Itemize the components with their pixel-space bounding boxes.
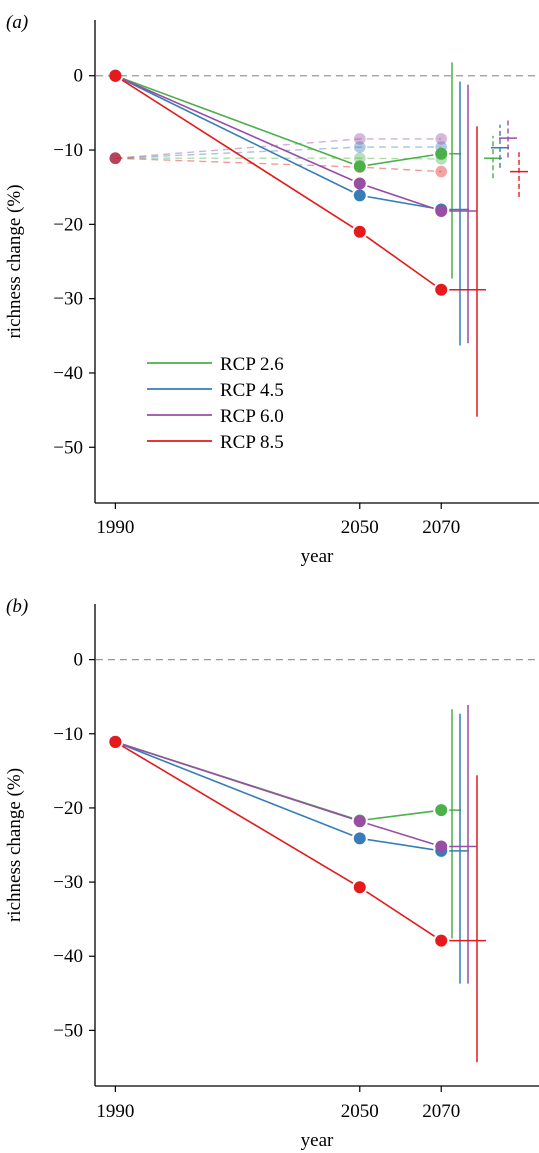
series-point: [435, 147, 448, 160]
series-faded-line: [115, 146, 442, 159]
panel-label: (b): [6, 596, 28, 617]
y-tick-label: 0: [74, 66, 84, 87]
series-line-segment: [121, 745, 354, 884]
series-point: [435, 804, 448, 817]
series-line-segment: [122, 743, 353, 820]
y-tick-label: −10: [53, 140, 83, 161]
series-faded-point: [435, 133, 448, 145]
series-faded-point: [353, 133, 366, 145]
series-point: [353, 881, 366, 894]
y-tick-label: −50: [53, 437, 83, 458]
series-point: [353, 832, 366, 845]
series-point: [109, 735, 122, 748]
legend-label: RCP 6.0: [220, 406, 284, 427]
series-point: [353, 225, 366, 238]
series-line-segment: [367, 195, 434, 209]
series-faded-point: [353, 152, 366, 165]
x-tick-label: 1990: [96, 1101, 134, 1122]
y-tick-label: −40: [53, 946, 83, 967]
y-tick-label: −20: [53, 798, 83, 819]
series-point: [353, 177, 366, 190]
series-line-segment: [367, 810, 434, 821]
y-tick-label: −10: [53, 724, 83, 745]
series-faded-line: [115, 138, 442, 159]
series-line-segment: [367, 822, 434, 845]
legend-label: RCP 2.6: [220, 354, 284, 375]
x-axis-title: year: [301, 1130, 334, 1151]
series-line-segment: [121, 79, 354, 229]
legend: RCP 2.6 RCP 4.5 RCP 6.0 RCP 8.5: [147, 354, 284, 453]
series-faded-line: [115, 157, 442, 173]
series-point: [435, 934, 448, 947]
series-line-segment: [366, 890, 435, 937]
series-faded-point: [435, 165, 448, 178]
series-line-segment: [122, 77, 353, 165]
series-point: [109, 69, 122, 82]
series-line-segment: [367, 838, 434, 851]
series-line-segment: [367, 154, 434, 166]
y-tick-label: −20: [53, 214, 83, 235]
x-axis-title: year: [301, 546, 334, 567]
x-tick-label: 2070: [422, 1101, 460, 1122]
series-line-segment: [122, 78, 353, 193]
legend-label: RCP 8.5: [220, 432, 284, 453]
x-tick-label: 2050: [341, 517, 379, 538]
series-point: [435, 204, 448, 217]
legend-label: RCP 4.5: [220, 380, 284, 401]
series-point: [353, 189, 366, 202]
y-tick-label: −50: [53, 1020, 83, 1041]
series-point: [435, 283, 448, 296]
series-faded-point: [353, 141, 366, 153]
x-tick-label: 1990: [96, 517, 134, 538]
series-point: [353, 160, 366, 173]
chart-panel-a: (a) 0 −10 −20 −30 −40 −50 1990 2050 2070 year richn…: [4, 12, 539, 567]
y-tick-label: −40: [53, 363, 83, 384]
series-line-segment: [367, 185, 434, 210]
series-line-segment: [122, 744, 353, 837]
y-tick-label: −30: [53, 289, 83, 310]
panel-label: (a): [6, 12, 28, 33]
y-axis-title: richness change (%): [4, 184, 25, 338]
y-tick-label: −30: [53, 872, 83, 893]
series-faded-line: [115, 157, 442, 160]
x-tick-label: 2050: [341, 1101, 379, 1122]
series-line-segment: [365, 235, 436, 286]
y-tick-label: 0: [74, 650, 84, 671]
series-point: [435, 840, 448, 853]
chart-panel-b: (b) 0 −10 −20 −30 −40 −50 1990 2050 2070 year richn…: [4, 596, 539, 1151]
series-point: [353, 815, 366, 828]
x-tick-label: 2070: [422, 517, 460, 538]
series-line-segment: [122, 78, 353, 181]
y-axis-title: richness change (%): [4, 768, 25, 922]
series-faded-point: [109, 152, 122, 165]
